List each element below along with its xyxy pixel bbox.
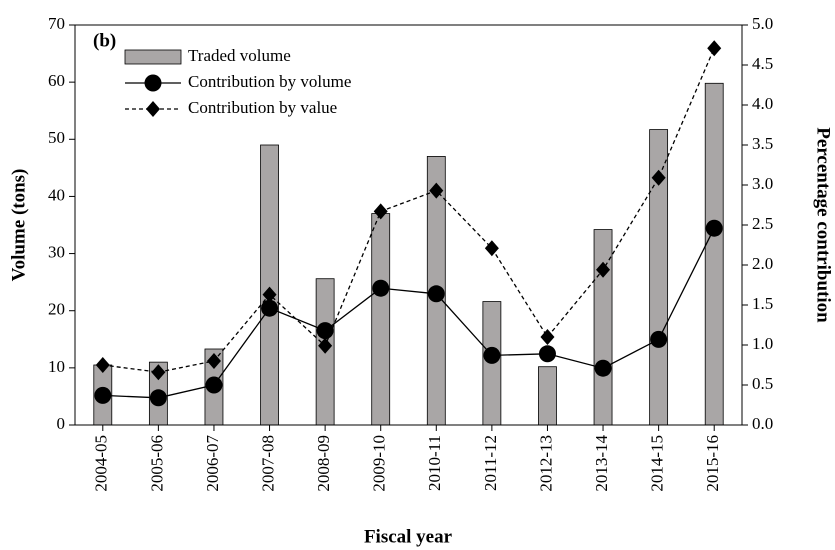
point — [373, 203, 388, 220]
legend-marker — [146, 101, 160, 117]
y-tick-label: 20 — [48, 300, 65, 319]
y-tick-label: 30 — [48, 242, 65, 261]
point — [484, 240, 499, 257]
y-axis-label: Volume (tons) — [8, 169, 29, 282]
y2-tick-label: 1.5 — [752, 294, 773, 313]
point — [94, 386, 112, 404]
point — [372, 279, 390, 297]
y2-tick-label: 2.0 — [752, 254, 773, 273]
x-tick-label: 2012-13 — [536, 435, 555, 492]
point — [151, 364, 166, 381]
x-tick-label: 2007-08 — [258, 435, 277, 492]
legend-label: Contribution by value — [188, 98, 337, 117]
x-tick-label: 2006-07 — [203, 435, 222, 492]
point — [318, 337, 333, 354]
y2-tick-label: 0.0 — [752, 414, 773, 433]
x-tick-label: 2011-12 — [481, 435, 500, 491]
point — [650, 330, 668, 348]
point — [596, 261, 611, 278]
x-tick-label: 2014-15 — [648, 435, 667, 492]
bar — [538, 366, 557, 426]
point — [95, 357, 110, 373]
legend-label: Traded volume — [188, 46, 291, 65]
legend-marker — [144, 74, 162, 92]
y2-tick-label: 3.5 — [752, 134, 773, 153]
y2-tick-label: 2.5 — [752, 214, 773, 233]
x-tick-label: 2008-09 — [314, 435, 333, 492]
bar — [704, 82, 724, 426]
plot-frame — [74, 24, 743, 426]
y2-tick-label: 4.5 — [752, 54, 773, 73]
bar — [260, 144, 279, 426]
point — [483, 346, 501, 364]
y-tick-label: 10 — [48, 357, 65, 376]
y-tick-label: 50 — [48, 128, 65, 147]
x-axis-label: Fiscal year — [364, 526, 453, 547]
x-tick-label: 2010-11 — [425, 435, 444, 491]
x-tick-label: 2013-14 — [592, 435, 611, 492]
y2-tick-label: 1.0 — [752, 334, 773, 353]
point — [707, 40, 722, 57]
y2-tick-label: 0.5 — [752, 374, 773, 393]
point — [206, 353, 221, 369]
y2-tick-label: 4.0 — [752, 94, 773, 113]
point — [594, 359, 612, 377]
x-tick-label: 2004-05 — [92, 435, 111, 492]
x-tick-label: 2009-10 — [370, 435, 389, 492]
line — [102, 227, 715, 399]
point — [427, 285, 445, 303]
annotation: (b) — [93, 30, 116, 51]
y2-tick-label: 5.0 — [752, 14, 773, 33]
point — [149, 389, 167, 407]
y2-tick-label: 3.0 — [752, 174, 773, 193]
point — [316, 322, 334, 340]
point — [261, 299, 279, 317]
legend-label: Contribution by volume — [188, 72, 351, 91]
y-tick-label: 0 — [57, 414, 66, 433]
point — [262, 286, 277, 303]
point — [429, 182, 444, 199]
x-tick-label: 2005-06 — [147, 435, 166, 492]
point — [538, 345, 556, 363]
point — [705, 219, 723, 237]
legend-swatch — [124, 49, 182, 65]
y-tick-label: 60 — [48, 71, 65, 90]
x-tick-label: 2015-16 — [703, 435, 722, 492]
y-tick-label: 70 — [48, 14, 65, 33]
line — [102, 47, 715, 373]
point — [540, 329, 555, 345]
y-tick-label: 40 — [48, 185, 65, 204]
point — [651, 169, 666, 186]
bar — [371, 213, 391, 426]
y2-axis-label: Percentage contribution — [813, 127, 834, 323]
point — [205, 376, 223, 394]
